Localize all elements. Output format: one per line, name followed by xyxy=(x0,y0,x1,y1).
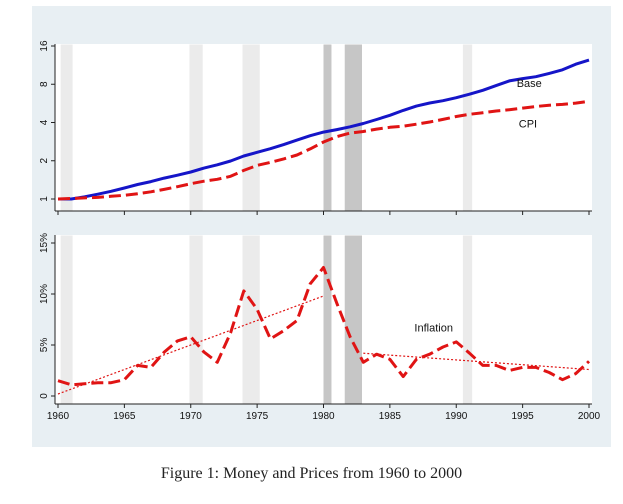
plot2-x-tick-label-1960: 1960 xyxy=(47,411,70,422)
plot1-shaded-period-1 xyxy=(60,44,73,211)
series-line-inflation xyxy=(57,266,591,387)
chart-svg: 1 2 4 8 16 Base CPI 0 5% 10% 15% 1960 1965 1970 1975 19… xyxy=(39,40,601,422)
plot2-x-tick-label-1985: 1985 xyxy=(379,411,402,422)
plot2-trend-line-2 xyxy=(363,352,590,371)
plot1-shaded-period-2 xyxy=(189,44,203,211)
plot1-shaded-period-6 xyxy=(462,44,473,211)
plot2-x-tick-label-1990: 1990 xyxy=(445,411,468,422)
plot2-shaded-period-5 xyxy=(344,235,362,404)
plot1-shaded-period-4 xyxy=(323,44,332,211)
plot2-x-tick-label-1995: 1995 xyxy=(512,411,535,422)
plot2-trend-line-1 xyxy=(57,295,324,395)
plot2-shaded-period-2 xyxy=(189,235,203,404)
plot1-y-tick-label-8: 8 xyxy=(39,81,50,87)
plot1-y-tick-label-1: 1 xyxy=(39,196,50,202)
plot1-y-tick-label-16: 16 xyxy=(39,40,50,52)
plot2-shaded-period-1 xyxy=(60,235,73,404)
series-line-base xyxy=(58,58,590,201)
plot2-shaded-period-4 xyxy=(323,235,332,404)
plot2-x-tick-label-1970: 1970 xyxy=(180,411,203,422)
plot1-shaded-period-3 xyxy=(242,44,260,211)
plot2-x-tick-label-1975: 1975 xyxy=(246,411,269,422)
plot1-y-tick-label-2: 2 xyxy=(39,158,50,164)
series-label-cpi: CPI xyxy=(519,119,537,131)
plot2-x-tick-label-1965: 1965 xyxy=(113,411,136,422)
series-label-base: Base xyxy=(517,78,542,90)
series-line-cpi xyxy=(57,99,590,201)
figure-caption: Figure 1: Money and Prices from 1960 to … xyxy=(160,465,463,482)
plot2-shaded-period-6 xyxy=(462,235,473,404)
plot2-y-tick-label-0: 0 xyxy=(39,393,50,399)
series-label-inflation: Inflation xyxy=(414,323,453,335)
plot2-x-tick-label-2000: 2000 xyxy=(578,411,601,422)
plot2-x-tick-label-1980: 1980 xyxy=(312,411,335,422)
plot2-shaded-period-3 xyxy=(242,235,260,404)
plot2-y-tick-label-10: 10% xyxy=(39,284,50,304)
plot2-y-tick-label-5: 5% xyxy=(39,338,50,353)
plot2-y-tick-label-15: 15% xyxy=(39,233,50,253)
plot1-y-tick-label-4: 4 xyxy=(39,119,50,125)
